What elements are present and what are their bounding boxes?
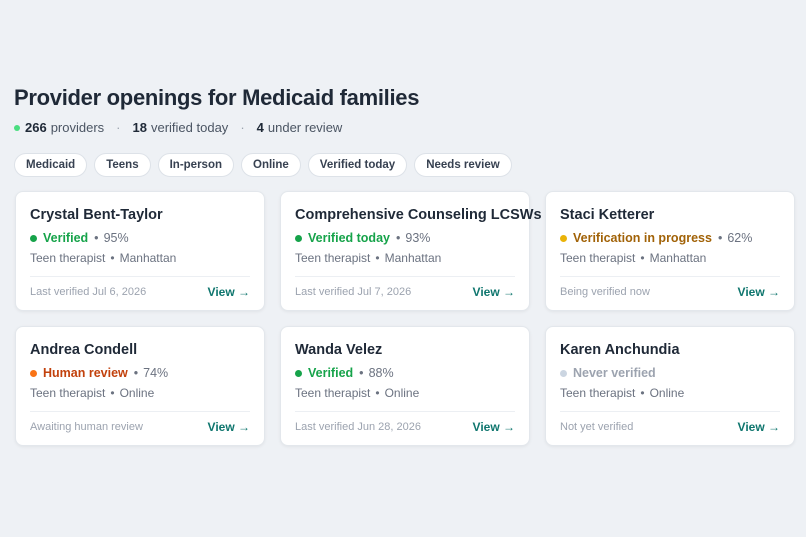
filter-chip[interactable]: Online bbox=[241, 153, 301, 177]
verification-note: Not yet verified bbox=[560, 420, 634, 433]
view-link[interactable]: View → bbox=[737, 419, 780, 434]
card-footer: Being verified now View → bbox=[560, 276, 780, 306]
status-row: Verification in progress62% bbox=[560, 229, 780, 247]
view-link[interactable]: View → bbox=[472, 284, 515, 299]
card-footer: Last verified Jun 28, 2026 View → bbox=[295, 411, 515, 441]
location: Online bbox=[635, 386, 684, 400]
specialty: Teen therapist bbox=[30, 386, 106, 400]
status-label: Verification in progress bbox=[573, 231, 712, 245]
specialty: Teen therapist bbox=[295, 386, 371, 400]
provider-card: Andrea Condell Human review74% Teen therap… bbox=[15, 326, 265, 446]
match-score: 95% bbox=[88, 229, 129, 247]
status-dot bbox=[295, 369, 302, 377]
status-label: Verified today bbox=[308, 231, 390, 245]
card-footer: Not yet verified View → bbox=[560, 411, 780, 441]
status-label: Human review bbox=[43, 366, 128, 380]
status-label: Verified bbox=[308, 366, 354, 380]
provider-detail: Teen therapistManhattan bbox=[295, 250, 515, 266]
stat-value: 4 bbox=[256, 120, 264, 135]
filter-chip[interactable]: Needs review bbox=[414, 153, 512, 177]
status-dot bbox=[30, 234, 37, 242]
location: Manhattan bbox=[370, 251, 441, 265]
status-dot bbox=[14, 125, 20, 131]
verification-note: Last verified Jun 28, 2026 bbox=[295, 420, 421, 433]
status-dot bbox=[30, 369, 37, 377]
status-label: Never verified bbox=[573, 366, 656, 380]
location: Online bbox=[105, 386, 154, 400]
verification-note: Last verified Jul 6, 2026 bbox=[30, 285, 147, 298]
location: Manhattan bbox=[105, 251, 176, 265]
stat-value: 18 bbox=[132, 120, 147, 135]
provider-name: Wanda Velez bbox=[295, 342, 383, 358]
provider-detail: Teen therapistOnline bbox=[560, 385, 780, 401]
card-grid: Crystal Bent-TaylorVerified95%Teen thera… bbox=[15, 191, 795, 446]
provider-card: Staci Ketterer Verification in progress62… bbox=[545, 191, 795, 311]
filter-chip[interactable]: Verified today bbox=[307, 153, 408, 177]
verification-note: Last verified Jul 7, 2026 bbox=[295, 285, 412, 298]
provider-detail: Teen therapistOnline bbox=[295, 385, 515, 401]
provider-name: Comprehensive Counseling LCSWs bbox=[295, 207, 542, 223]
match-score: 74% bbox=[128, 364, 168, 382]
status-row: Verified95% bbox=[30, 229, 250, 247]
filter-bar: Medicaid Teens In-person Online Verified tod… bbox=[14, 153, 512, 177]
status-dot bbox=[560, 234, 567, 242]
provider-detail: Teen therapistManhattan bbox=[560, 250, 780, 266]
page-title: Provider openings for Medicaid families bbox=[14, 85, 420, 110]
match-score: 88% bbox=[353, 364, 394, 382]
status-dot bbox=[295, 234, 302, 242]
specialty: Teen therapist bbox=[560, 386, 636, 400]
filter-chip[interactable]: In-person bbox=[157, 153, 234, 177]
stat-label: verified today bbox=[150, 120, 229, 135]
status-dot bbox=[560, 369, 567, 377]
stat-value: 266 bbox=[25, 120, 47, 135]
provider-card: Comprehensive Counseling LCSWs Verified t… bbox=[280, 191, 542, 311]
verification-note: Awaiting human review bbox=[30, 420, 143, 433]
provider-card: Wanda Velez Verified88% Teen therapistOnli… bbox=[280, 326, 530, 446]
status-row: Human review74% bbox=[30, 364, 250, 382]
specialty: Teen therapist bbox=[30, 251, 106, 265]
provider-card: Crystal Bent-Taylor Verified95% Teen thera… bbox=[15, 191, 265, 311]
provider-name: Staci Ketterer bbox=[560, 207, 655, 223]
view-link[interactable]: View → bbox=[207, 419, 250, 434]
status-row: Verified88% bbox=[295, 364, 515, 382]
stat-label: under review bbox=[267, 120, 343, 135]
verification-note: Being verified now bbox=[560, 285, 650, 298]
provider-detail: Teen therapistManhattan bbox=[30, 250, 250, 266]
provider-name: Andrea Condell bbox=[30, 342, 138, 358]
match-score: 62% bbox=[712, 229, 752, 247]
provider-name: Crystal Bent-Taylor bbox=[30, 207, 163, 223]
stat: 266 providers bbox=[25, 120, 104, 136]
provider-detail: Teen therapistOnline bbox=[30, 385, 250, 401]
specialty: Teen therapist bbox=[295, 251, 371, 265]
status-row: Verified today93% bbox=[295, 229, 515, 247]
card-footer: Last verified Jul 7, 2026 View → bbox=[295, 276, 515, 306]
specialty: Teen therapist bbox=[560, 251, 636, 265]
view-link[interactable]: View → bbox=[737, 284, 780, 299]
card-footer: Last verified Jul 6, 2026 View → bbox=[30, 276, 250, 306]
status-label: Verified bbox=[43, 231, 89, 245]
view-link[interactable]: View → bbox=[472, 419, 515, 434]
stat-label: providers bbox=[50, 120, 105, 135]
card-footer: Awaiting human review View → bbox=[30, 411, 250, 441]
view-link[interactable]: View → bbox=[207, 284, 250, 299]
provider-name: Karen Anchundia bbox=[560, 342, 680, 358]
provider-card: Karen Anchundia Never verified Teen therap… bbox=[545, 326, 795, 446]
location: Online bbox=[370, 386, 419, 400]
filter-chip[interactable]: Medicaid bbox=[14, 153, 88, 177]
filter-chip[interactable]: Teens bbox=[94, 153, 151, 177]
location: Manhattan bbox=[635, 251, 706, 265]
match-score: 93% bbox=[390, 229, 430, 247]
status-row: Never verified bbox=[560, 364, 780, 382]
